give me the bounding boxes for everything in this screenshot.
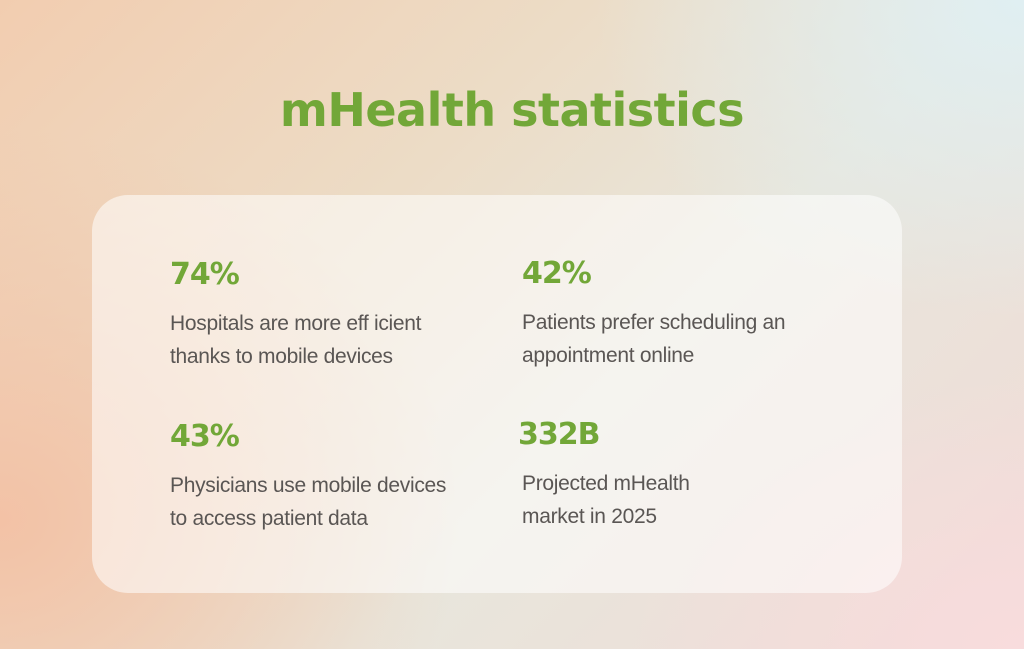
stat-value: 332B xyxy=(518,417,601,452)
stat-description-line: Hospitals are more eff icient xyxy=(170,312,422,335)
stat-value: 43% xyxy=(170,419,240,454)
stat-value: 42% xyxy=(522,256,592,291)
stat-description-line: to access patient data xyxy=(170,507,368,530)
stat-description-line: thanks to mobile devices xyxy=(170,345,393,368)
stat-description: Projected mHealth market in 2025 xyxy=(522,467,828,533)
stat-description: Hospitals are more eff icient thanks to … xyxy=(170,307,480,373)
stat-value: 74% xyxy=(170,257,240,292)
page-title: mHealth statistics xyxy=(279,83,745,137)
stat-description: Physicians use mobile devices to access … xyxy=(170,469,480,535)
stat-online-scheduling: 42% Patients prefer scheduling an appoin… xyxy=(522,256,832,372)
stat-description: Patients prefer scheduling an appointmen… xyxy=(522,306,832,372)
stats-card: 74% Hospitals are more eff icient thanks… xyxy=(92,195,902,593)
stat-description-line: Projected mHealth xyxy=(522,472,690,495)
stat-physicians-mobile: 43% Physicians use mobile devices to acc… xyxy=(170,419,480,535)
stat-market-projection: 332B Projected mHealth market in 2025 xyxy=(518,417,828,533)
stat-description-line: Physicians use mobile devices xyxy=(170,474,447,497)
stat-description-line: appointment online xyxy=(522,344,695,367)
stat-description-line: market in 2025 xyxy=(522,505,657,528)
stat-description-line: Patients prefer scheduling an xyxy=(522,311,786,334)
stat-hospitals-efficiency: 74% Hospitals are more eff icient thanks… xyxy=(170,257,480,373)
